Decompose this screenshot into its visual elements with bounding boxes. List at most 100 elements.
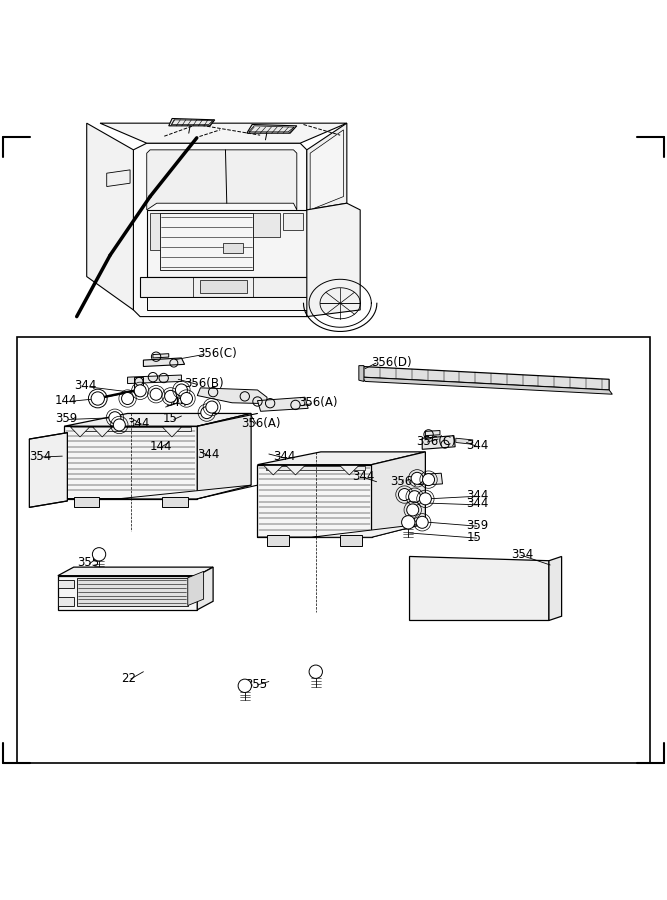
Text: 354: 354 xyxy=(511,548,533,561)
Polygon shape xyxy=(257,397,308,411)
Circle shape xyxy=(416,517,428,528)
Circle shape xyxy=(165,391,177,402)
Polygon shape xyxy=(58,580,73,589)
Polygon shape xyxy=(340,465,359,475)
Polygon shape xyxy=(257,464,372,537)
Polygon shape xyxy=(247,124,297,133)
Polygon shape xyxy=(147,297,307,310)
Text: 344: 344 xyxy=(273,451,295,464)
Polygon shape xyxy=(140,276,307,297)
Polygon shape xyxy=(263,465,283,475)
Polygon shape xyxy=(163,428,181,436)
Polygon shape xyxy=(257,452,426,464)
Polygon shape xyxy=(422,436,455,449)
Text: 356(D): 356(D) xyxy=(372,356,412,369)
Polygon shape xyxy=(73,497,99,508)
Polygon shape xyxy=(265,465,366,470)
Polygon shape xyxy=(93,428,111,436)
Polygon shape xyxy=(549,556,562,620)
Circle shape xyxy=(175,384,187,396)
Text: 344: 344 xyxy=(352,470,375,482)
Polygon shape xyxy=(426,430,440,436)
Circle shape xyxy=(409,491,421,503)
Polygon shape xyxy=(410,556,549,620)
Polygon shape xyxy=(153,354,169,358)
Circle shape xyxy=(423,473,434,486)
Polygon shape xyxy=(372,452,426,537)
Text: 356(A): 356(A) xyxy=(241,417,281,430)
Polygon shape xyxy=(267,536,289,545)
Circle shape xyxy=(420,493,432,505)
Circle shape xyxy=(121,392,133,404)
Polygon shape xyxy=(340,536,362,545)
Polygon shape xyxy=(134,377,143,388)
Text: 355: 355 xyxy=(77,556,99,570)
Circle shape xyxy=(402,516,415,529)
Text: 344: 344 xyxy=(73,379,96,392)
Text: 144: 144 xyxy=(149,440,172,454)
Polygon shape xyxy=(107,170,130,186)
Circle shape xyxy=(134,385,146,397)
Circle shape xyxy=(201,407,213,418)
Bar xyxy=(17,337,650,763)
Polygon shape xyxy=(307,123,347,210)
Polygon shape xyxy=(362,377,612,394)
Circle shape xyxy=(181,392,193,404)
Polygon shape xyxy=(147,210,307,276)
Text: 355: 355 xyxy=(245,678,267,690)
Polygon shape xyxy=(310,130,344,210)
Polygon shape xyxy=(29,433,67,508)
Text: 359: 359 xyxy=(55,412,77,425)
Text: 144: 144 xyxy=(55,394,77,407)
Polygon shape xyxy=(77,578,188,606)
Text: 22: 22 xyxy=(121,671,136,685)
Text: 354: 354 xyxy=(29,450,51,463)
Polygon shape xyxy=(73,428,191,431)
Text: 359: 359 xyxy=(467,518,489,532)
Polygon shape xyxy=(163,497,188,508)
Circle shape xyxy=(238,680,251,692)
Polygon shape xyxy=(197,388,267,403)
Text: 344: 344 xyxy=(467,489,489,502)
Polygon shape xyxy=(253,213,280,237)
Text: 356(B): 356(B) xyxy=(391,475,430,488)
Text: 15: 15 xyxy=(467,531,482,544)
Text: 344: 344 xyxy=(127,417,150,430)
Polygon shape xyxy=(100,123,347,143)
Polygon shape xyxy=(456,438,473,445)
Polygon shape xyxy=(283,213,303,230)
Polygon shape xyxy=(391,473,442,487)
Polygon shape xyxy=(307,203,360,317)
Text: 356(A): 356(A) xyxy=(299,396,338,410)
Text: 344: 344 xyxy=(467,439,489,452)
Polygon shape xyxy=(150,213,160,250)
Polygon shape xyxy=(257,524,426,537)
Circle shape xyxy=(91,392,105,405)
Text: 15: 15 xyxy=(163,412,177,425)
Circle shape xyxy=(309,665,322,679)
Polygon shape xyxy=(188,572,203,606)
Polygon shape xyxy=(359,365,364,382)
Polygon shape xyxy=(197,567,213,610)
Polygon shape xyxy=(200,280,247,293)
Polygon shape xyxy=(143,358,185,366)
Polygon shape xyxy=(147,149,297,210)
Text: 344: 344 xyxy=(467,498,489,510)
Polygon shape xyxy=(127,375,181,383)
Circle shape xyxy=(398,489,410,500)
Polygon shape xyxy=(58,567,213,576)
Text: 344: 344 xyxy=(197,448,219,461)
Polygon shape xyxy=(87,123,133,310)
Circle shape xyxy=(150,388,162,400)
Polygon shape xyxy=(64,427,197,499)
Text: 356(C): 356(C) xyxy=(416,435,456,447)
Polygon shape xyxy=(71,428,89,436)
Text: 356(B): 356(B) xyxy=(185,377,224,390)
Polygon shape xyxy=(396,476,404,488)
Circle shape xyxy=(206,401,218,413)
Polygon shape xyxy=(133,143,307,317)
Polygon shape xyxy=(362,366,609,390)
Polygon shape xyxy=(64,413,251,427)
Polygon shape xyxy=(197,413,251,499)
Circle shape xyxy=(113,419,125,431)
